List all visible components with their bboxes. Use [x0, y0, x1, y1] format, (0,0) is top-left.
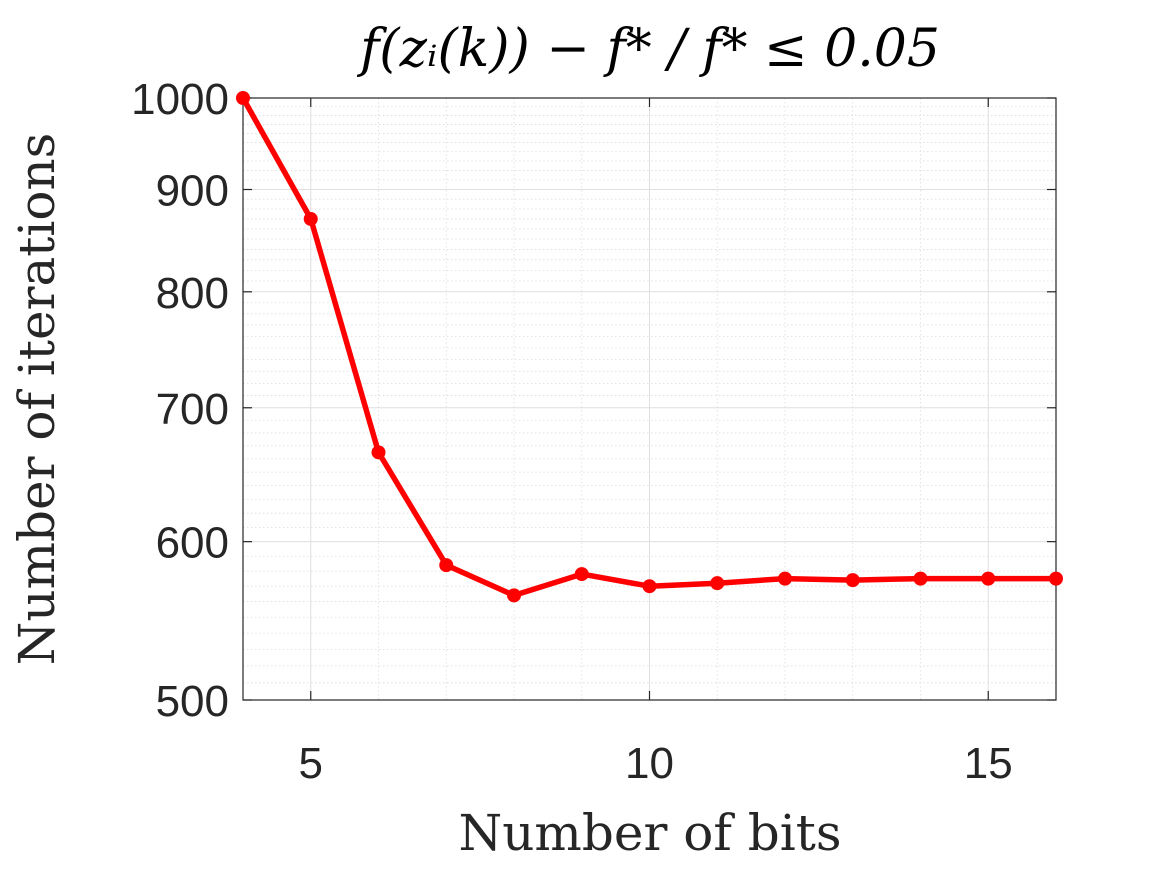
major-grid — [243, 98, 1056, 700]
y-tick-label: 800 — [156, 269, 229, 318]
data-point — [845, 573, 860, 588]
y-tick-label: 500 — [156, 677, 229, 726]
data-point — [710, 576, 725, 591]
y-axis-label: Number of iterations — [8, 133, 66, 666]
data-point — [439, 558, 454, 573]
data-point — [507, 588, 521, 603]
series-layer — [236, 91, 1063, 603]
data-point — [913, 571, 928, 586]
x-tick-label: 15 — [964, 739, 1013, 788]
data-point — [1049, 571, 1063, 586]
axis-ticks — [243, 97, 1056, 701]
x-tick-label: 5 — [299, 739, 323, 788]
x-axis-label: Number of bits — [458, 804, 841, 862]
data-point — [303, 211, 318, 226]
minor-grid — [243, 98, 1056, 700]
x-tick-labels: 5 10 15 — [299, 739, 1013, 788]
data-point — [778, 571, 792, 586]
data-point — [642, 579, 657, 594]
y-tick-label: 700 — [156, 385, 229, 434]
chart-title: f(zᵢ(k)) − f* / f* ≤ 0.05 — [356, 19, 940, 79]
data-point — [574, 567, 589, 582]
y-tick-label: 1000 — [131, 75, 229, 124]
y-tick-labels: 500 600 700 800 900 1000 — [131, 75, 229, 726]
y-tick-label: 600 — [156, 519, 229, 568]
data-point — [236, 91, 250, 105]
x-tick-label: 10 — [625, 739, 674, 788]
y-tick-label: 900 — [156, 167, 229, 216]
data-point — [981, 571, 996, 586]
data-point — [371, 445, 386, 460]
